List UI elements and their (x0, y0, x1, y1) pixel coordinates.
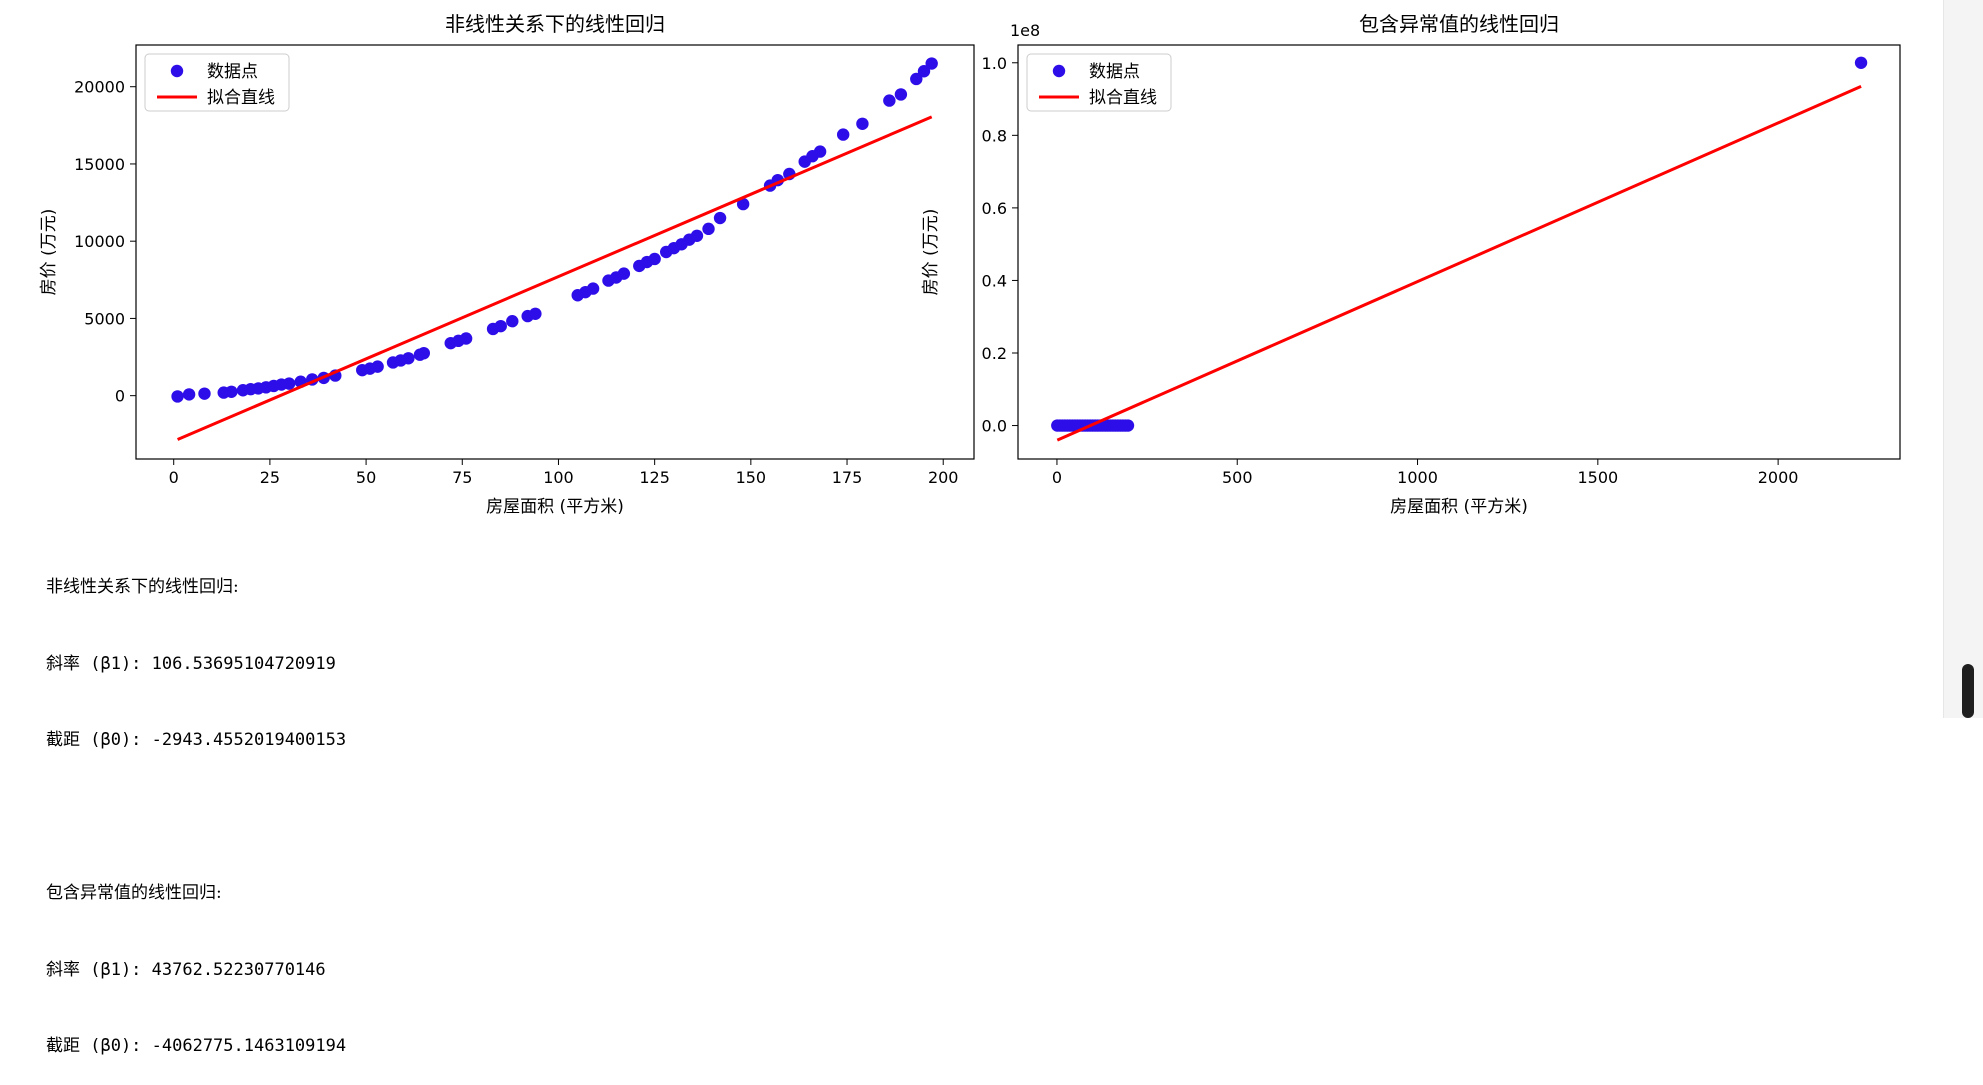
legend-label: 数据点 (207, 62, 258, 82)
chart-title: 包含异常值的线性回归 (1359, 12, 1559, 36)
output-slope-outlier: 斜率 (β1): 43762.52230770146 (46, 959, 326, 980)
output-intercept-nonlinear: 截距 (β0): -2943.4552019400153 (46, 730, 347, 750)
data-point (198, 387, 211, 400)
y-axis-label: 房价 (万元) (921, 209, 941, 296)
data-point (836, 128, 850, 141)
x-tick-label: 125 (639, 468, 670, 487)
y-tick-label: 0.2 (982, 344, 1007, 363)
y-tick-label: 5000 (84, 309, 125, 328)
y-tick-label: 0.4 (982, 271, 1007, 290)
data-point (171, 390, 184, 403)
x-axis-label: 房屋面积 (平方米) (486, 497, 624, 517)
data-point (506, 315, 519, 328)
fit-line (1056, 85, 1862, 442)
y-tick-label: 15000 (74, 155, 125, 174)
data-point (894, 88, 908, 101)
y-tick-label: 1.0 (982, 54, 1007, 73)
data-point (690, 229, 704, 242)
data-point (713, 211, 727, 225)
output-heading-outlier: 包含异常值的线性回归: (46, 883, 222, 903)
legend-label: 拟合直线 (1089, 88, 1157, 108)
data-point (910, 72, 923, 86)
y-tick-label: 0.0 (982, 417, 1007, 436)
x-tick-label: 2000 (1758, 468, 1799, 487)
x-tick-label: 200 (928, 468, 959, 487)
output-slope-nonlinear: 斜率 (β1): 106.53695104720919 (46, 653, 336, 674)
axis-offset-label: 1e8 (1010, 21, 1040, 40)
data-point (702, 222, 715, 236)
plot-area (1017, 44, 1901, 460)
x-tick-label: 0 (169, 468, 179, 487)
data-point (925, 57, 938, 70)
data-point (917, 65, 931, 78)
data-point (417, 346, 430, 360)
x-tick-label: 1000 (1397, 468, 1438, 487)
data-point (402, 352, 415, 365)
data-point (813, 145, 827, 158)
x-tick-label: 175 (832, 468, 863, 487)
chart-title: 非线性关系下的线性回归 (445, 12, 665, 36)
data-point (371, 360, 384, 373)
data-point (586, 282, 600, 295)
vertical-scrollbar[interactable] (1943, 0, 1983, 718)
x-axis-label: 房屋面积 (平方米) (1390, 497, 1528, 517)
data-point (1854, 56, 1868, 69)
y-tick-label: 10000 (74, 232, 125, 251)
output-spacer (46, 805, 346, 831)
y-tick-label: 0.6 (982, 199, 1007, 218)
data-point (225, 385, 238, 399)
legend-marker-swatch (1052, 64, 1066, 78)
data-point (182, 388, 196, 401)
data-point (459, 332, 473, 345)
y-axis-label: 房价 (万元) (39, 209, 59, 296)
scrollbar-thumb[interactable] (1962, 664, 1974, 718)
y-tick-label: 20000 (74, 78, 125, 97)
x-tick-label: 100 (543, 468, 574, 487)
data-point (883, 94, 896, 107)
x-tick-label: 25 (260, 468, 280, 487)
legend-label: 拟合直线 (207, 88, 275, 108)
output-intercept-outlier: 截距 (β0): -4062775.1463109194 (46, 1036, 347, 1056)
data-point (494, 319, 507, 333)
data-point (617, 267, 631, 280)
x-tick-label: 75 (452, 468, 472, 487)
x-tick-label: 150 (736, 468, 767, 487)
data-point (1121, 419, 1135, 432)
chart-nonlinear-regression: 0 25 50 75 100 125 150 175 200 0 5000 10000 15000 200… (39, 12, 975, 517)
fit-line (177, 115, 933, 441)
x-tick-label: 500 (1222, 468, 1253, 487)
console-output: 非线性关系下的线性回归: 斜率 (β1): 106.53695104720919… (46, 524, 346, 1085)
y-tick-label: 0.8 (982, 126, 1007, 145)
legend-marker-swatch (170, 64, 184, 78)
legend-label: 数据点 (1089, 62, 1140, 82)
x-tick-label: 50 (356, 468, 376, 487)
x-tick-label: 1500 (1577, 468, 1618, 487)
data-point (529, 307, 542, 320)
output-heading-nonlinear: 非线性关系下的线性回归: (46, 577, 239, 597)
x-tick-label: 0 (1052, 468, 1062, 487)
data-point (648, 252, 661, 266)
data-point (736, 197, 750, 211)
y-tick-label: 0 (115, 387, 125, 406)
data-point (856, 117, 869, 130)
figure: 0 25 50 75 100 125 150 175 200050001000015000200… (39, 12, 1901, 517)
data-point (282, 377, 296, 390)
